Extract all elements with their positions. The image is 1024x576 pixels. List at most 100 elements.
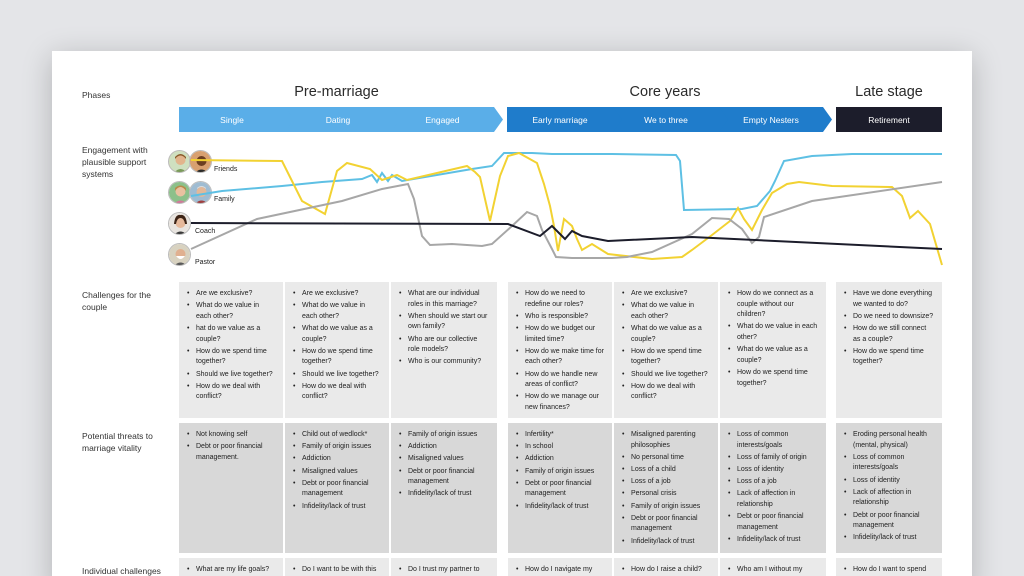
challenges-cell-early-marriage: How do we need to redefine our roles? Who… — [508, 282, 612, 418]
chevron-right-icon — [719, 107, 728, 132]
list-item: How do we manage our new finances? — [516, 392, 604, 413]
stage-empty-nesters: Empty Nesters — [719, 107, 832, 132]
list-item: Debt or poor financial management. — [187, 442, 275, 463]
threats-cell-empty-nesters: Loss of common interests/goals Loss of fa… — [720, 423, 826, 553]
list-item: How do we connect as a couple without ou… — [728, 289, 818, 321]
stage-label: Engaged — [425, 114, 460, 125]
stage-label: We to three — [644, 114, 688, 125]
list-item: Debt or poor financial management — [293, 479, 381, 500]
threats-cell-single: Not knowing selfDebt or poor financial m… — [179, 423, 283, 553]
individual-cell-empty-nesters: Who am I without my — [720, 558, 826, 576]
list-item: Who is responsible? — [516, 312, 604, 323]
threats-cell-retirement: Eroding personal health (mental, physica… — [836, 423, 942, 553]
coach-label: Coach — [195, 228, 216, 235]
list-item: Family of origin issues — [516, 467, 604, 478]
row-label-threats: Potential threats to marriage vitality — [82, 431, 153, 453]
list-item: How do we make time for each other? — [516, 347, 604, 368]
list-item: Misaligned values — [399, 454, 489, 465]
list-item: Loss of identity — [844, 476, 934, 487]
list-item: How do we handle new areas of conflict? — [516, 370, 604, 391]
list-item: How do I want to spend — [844, 565, 934, 576]
list-item: How do we budget our limited time? — [516, 324, 604, 345]
list-item: What do we value in each other? — [728, 322, 818, 343]
list-item: In school — [516, 442, 604, 453]
stage-label: Early marriage — [532, 114, 588, 125]
pastor-engagement-line — [190, 181, 943, 259]
challenges-cell-empty-nesters: How do we connect as a couple without ou… — [720, 282, 826, 418]
list-item: How do we spend time together? — [293, 347, 381, 368]
stage-we-to-three: We to three — [613, 107, 728, 132]
list-item: How do we deal with conflict? — [622, 382, 710, 403]
phase-title-pre-marriage: Pre-marriage — [294, 84, 379, 100]
list-item: Family of origin issues — [399, 430, 489, 441]
individual-cell-we-to-three: How do I raise a child? — [614, 558, 718, 576]
list-item: How do we spend time together? — [844, 347, 934, 368]
list-item: Infidelity/lack of trust — [399, 489, 489, 500]
list-item: How do we deal with conflict? — [187, 382, 275, 403]
list-item: Family of origin issues — [293, 442, 381, 453]
list-item: How do I raise a child? — [622, 565, 710, 576]
list-item: What do we value in each other? — [622, 301, 710, 322]
list-item: How do I navigate my — [516, 565, 604, 576]
individual-cell-retirement: How do I want to spend — [836, 558, 942, 576]
list-item: Do we need to downsize? — [844, 312, 934, 323]
list-item: Debt or poor financial management — [622, 514, 710, 535]
list-item: What do we value in each other? — [293, 301, 381, 322]
list-item: Debt or poor financial management — [399, 467, 489, 488]
list-item: Lack of affection in relationship — [844, 488, 934, 509]
list-item: No personal time — [622, 453, 710, 464]
row-label-phases: Phases — [82, 90, 111, 100]
list-item: How do we still connect as a couple? — [844, 324, 934, 345]
list-item: Who is our community? — [399, 357, 489, 368]
list-item: Addiction — [399, 442, 489, 453]
list-item: What are our individual roles in this ma… — [399, 289, 489, 310]
list-item: How do we deal with conflict? — [293, 382, 381, 403]
challenges-cell-retirement: Have we done everything we wanted to do?… — [836, 282, 942, 418]
coach-engagement-line — [190, 222, 943, 250]
list-item: How do we spend time together? — [622, 347, 710, 368]
list-item: Loss of family of origin — [728, 453, 818, 464]
list-item: Personal crisis — [622, 489, 710, 500]
list-item: Debt or poor financial management — [516, 479, 604, 500]
list-item: Loss of a job — [622, 477, 710, 488]
list-item: Loss of common interests/goals — [844, 453, 934, 474]
list-item: Infidelity/lack of trust — [622, 537, 710, 548]
chevron-right-icon — [613, 107, 622, 132]
chevron-right-icon — [285, 107, 294, 132]
list-item: Do I trust my partner to — [399, 565, 489, 576]
list-item: Infidelity/lack of trust — [516, 502, 604, 513]
list-item: Infidelity/lack of trust — [293, 502, 381, 513]
stage-dating: Dating — [285, 107, 400, 132]
list-item: Infidelity/lack of trust — [844, 533, 934, 544]
coach-avatar — [168, 212, 191, 235]
list-item: Loss of a child — [622, 465, 710, 476]
friends-engagement-line — [190, 151, 943, 266]
individual-cell-dating: Do I want to be with this — [285, 558, 389, 576]
list-item: Child out of wedlock* — [293, 430, 381, 441]
list-item: Do I want to be with this — [293, 565, 381, 576]
threats-cell-dating: Child out of wedlock*Family of origin is… — [285, 423, 389, 553]
threats-cell-engaged: Family of origin issuesAddictionMisalign… — [391, 423, 497, 553]
list-item: Misaligned parenting philosophies — [622, 430, 710, 451]
family-label: Family — [214, 196, 235, 203]
stage-single: Single — [179, 107, 294, 132]
list-item: Debt or poor financial management — [844, 511, 934, 532]
threats-cell-we-to-three: Misaligned parenting philosophies No pers… — [614, 423, 718, 553]
list-item: Eroding personal health (mental, physica… — [844, 430, 934, 451]
list-item: What do we value in each other? — [187, 301, 275, 322]
pastor-label: Pastor — [195, 259, 216, 266]
threats-cell-early-marriage: Infertility*In schoolAddiction Family of … — [508, 423, 612, 553]
row-label-challenges: Challenges for the couple — [82, 290, 151, 312]
list-item: Should we live together? — [622, 370, 710, 381]
list-item: Should we live together? — [187, 370, 275, 381]
list-item: What do we value as a couple? — [293, 324, 381, 345]
list-item: Debt or poor financial management — [728, 512, 818, 533]
family-avatar — [168, 181, 191, 204]
individual-cell-early-marriage: How do I navigate my — [508, 558, 612, 576]
stage-label: Dating — [325, 114, 351, 125]
list-item: Should we live together? — [293, 370, 381, 381]
list-item: What are my life goals? — [187, 565, 275, 576]
list-item: Who are our collective role models? — [399, 335, 489, 356]
list-item: Loss of a job — [728, 477, 818, 488]
list-item: Infidelity/lack of trust — [728, 535, 818, 546]
